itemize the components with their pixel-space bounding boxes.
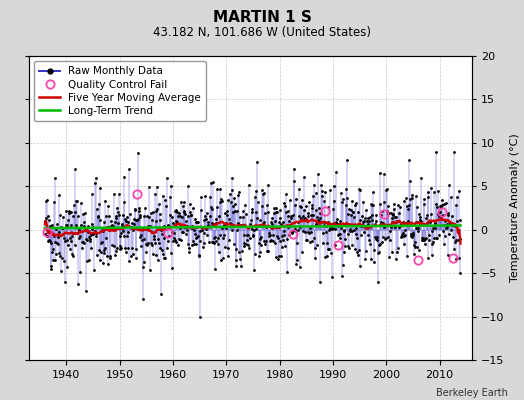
- Text: 43.182 N, 101.686 W (United States): 43.182 N, 101.686 W (United States): [153, 26, 371, 39]
- Text: MARTIN 1 S: MARTIN 1 S: [213, 10, 311, 25]
- Y-axis label: Temperature Anomaly (°C): Temperature Anomaly (°C): [509, 134, 520, 282]
- Text: Berkeley Earth: Berkeley Earth: [436, 388, 508, 398]
- Legend: Raw Monthly Data, Quality Control Fail, Five Year Moving Average, Long-Term Tren: Raw Monthly Data, Quality Control Fail, …: [34, 61, 206, 121]
